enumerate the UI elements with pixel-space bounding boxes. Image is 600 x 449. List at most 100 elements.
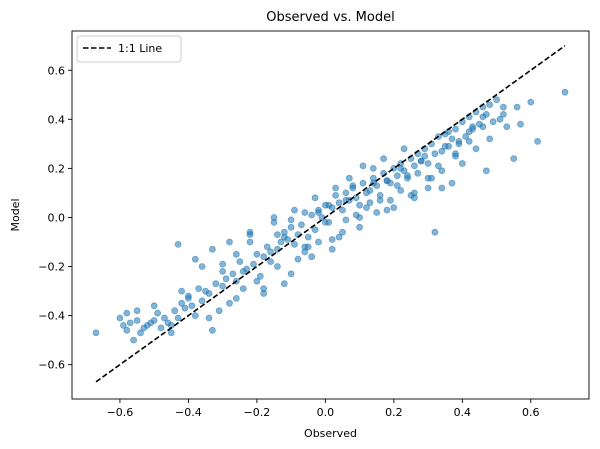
scatter-point [311,194,319,202]
scatter-point [229,270,237,278]
scatter-point [448,179,456,187]
scatter-point [219,260,227,268]
scatter-point [191,312,199,320]
y-tick-label: 0.2 [48,162,66,175]
y-axis-label: Model [9,198,22,231]
scatter-point [123,309,131,317]
scatter-point [239,285,247,293]
scatter-point [208,326,216,334]
scatter-point [287,216,295,224]
scatter-point [458,160,466,167]
scatter-point [301,248,309,256]
scatter-point [311,226,319,234]
scatter-point [486,135,494,143]
scatter-point [291,240,298,248]
scatter-point [496,115,504,123]
scatter-point [133,307,141,315]
scatter-point [126,319,134,327]
scatter-point [414,169,422,177]
scatter-point [328,204,336,212]
scatter-point [174,240,182,248]
scatter-point [513,103,521,111]
scatter-point [130,336,138,344]
scatter-point [116,314,124,322]
scatter-point [325,218,333,226]
scatter-point [431,150,439,158]
scatter-point [205,290,213,297]
scatter-point [263,243,271,251]
scatter-point [92,329,100,337]
scatter-point [356,201,364,209]
scatter-point [465,137,473,145]
scatter-point [527,98,535,106]
scatter-point [178,299,186,307]
scatter-point [359,162,367,170]
scatter-point [445,142,453,150]
legend-box [76,35,182,63]
scatter-point [397,164,405,172]
scatter-point [369,164,377,172]
scatter-point [291,206,298,214]
scatter-point [428,174,435,182]
scatter-point [479,113,487,121]
scatter-point [246,238,254,246]
x-tick-label: 0.2 [385,406,403,419]
scatter-point [280,280,288,288]
scatter-point [246,231,254,239]
reference-line-layer [95,45,566,383]
scatter-point [356,223,364,231]
scatter-point [198,263,206,270]
scatter-point [452,150,459,158]
scatter-point [277,238,285,246]
scatter-point [253,277,261,285]
y-tick-label: −0.2 [38,261,65,274]
scatter-point [160,314,168,322]
scatter-point [397,187,405,194]
scatter-point [219,282,227,290]
scatter-point [404,172,411,180]
scatter-point [294,255,302,263]
scatter-point [469,125,477,133]
scatter-point [195,285,203,293]
scatter-point [308,253,316,261]
scatter-point [150,317,158,324]
scatter-point [438,184,446,192]
scatter-point [499,111,507,118]
scatter-point [434,162,442,170]
scatter-point [400,145,408,153]
scatter-point [133,317,141,324]
scatter-point [342,189,350,197]
scatter-point [503,123,511,131]
scatter-point [304,243,312,251]
scatter-point [191,255,199,263]
scatter-point [510,155,518,163]
scatter-point [373,209,381,216]
scatter-point [184,294,192,302]
chart-title: Observed vs. Model [266,10,394,25]
scatter-point [534,137,541,145]
y-tick-label: −0.6 [38,359,65,372]
scatter-point [120,321,127,329]
x-tick-label: −0.2 [244,406,271,419]
scatter-point [349,182,357,190]
scatter-point [154,309,162,317]
scatter-point [315,209,322,216]
scatter-point [287,223,295,231]
scatter-point [273,231,281,239]
scatter-point [236,258,244,266]
scatter-point [342,216,350,224]
scatter-point [260,285,268,293]
scatter-point [482,167,490,175]
y-tick-label: −0.4 [38,310,65,323]
scatter-point [315,238,322,246]
plot-frame [71,30,590,400]
scatter-point [448,135,456,143]
scatter-point [493,96,501,104]
scatter-point [308,211,316,219]
scatter-point [393,182,401,190]
scatter-point [359,179,367,187]
x-axis-ticks: −0.6 −0.4 −0.2 0.0 0.2 0.4 0.6 [107,399,540,419]
scatter-point [260,253,268,261]
scatter-point [181,304,189,312]
scatter-point [297,221,305,229]
